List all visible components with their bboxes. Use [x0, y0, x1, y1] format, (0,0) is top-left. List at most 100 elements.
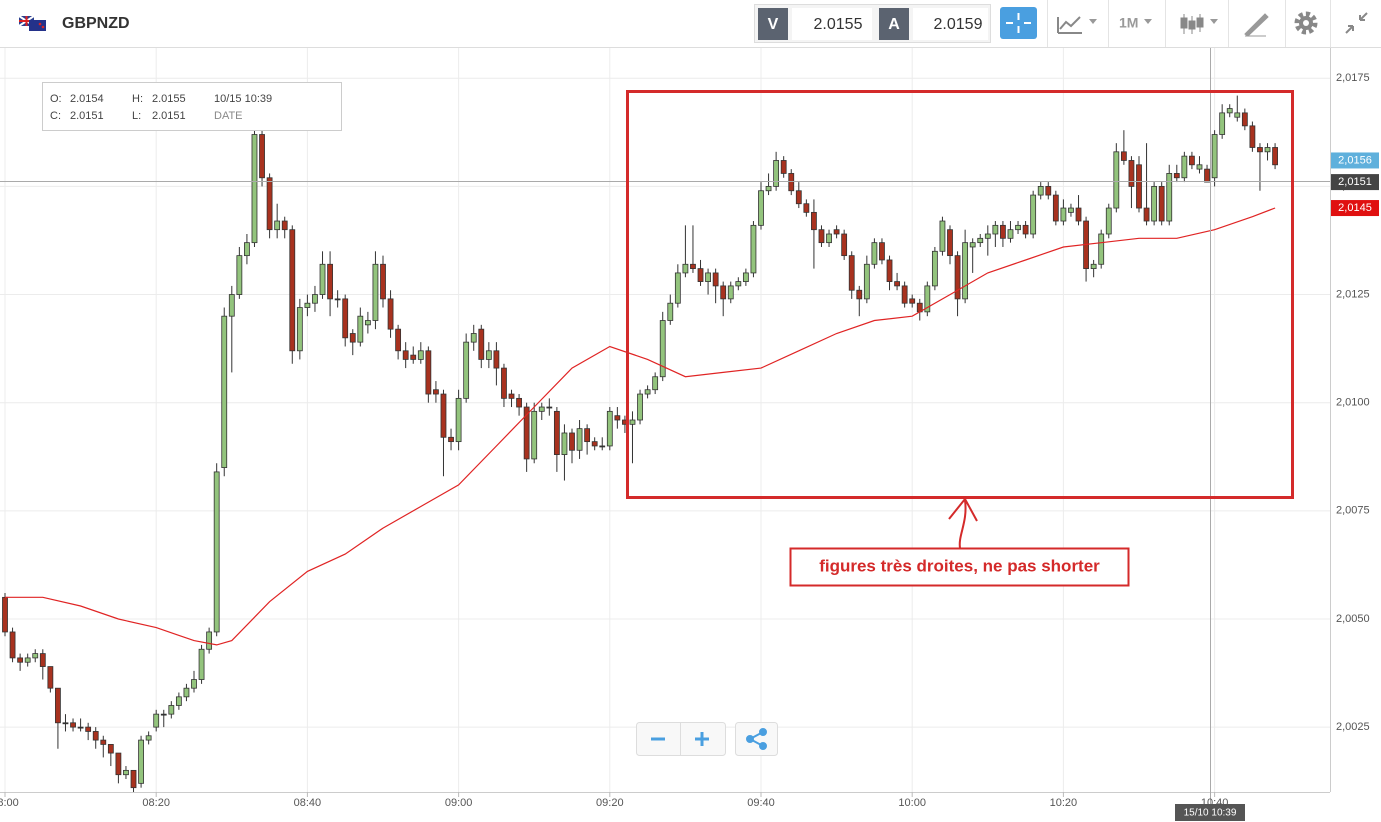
crosshair-time-box — [1175, 804, 1245, 821]
candle-body — [879, 242, 885, 261]
candle-body — [62, 722, 69, 725]
candle-body — [372, 263, 379, 321]
dropdown-arrow — [1089, 19, 1097, 24]
candle-body — [123, 769, 129, 776]
candle-body — [969, 242, 976, 248]
candle-body — [1030, 194, 1037, 235]
candle-body — [516, 397, 522, 408]
x-tick-label: 10:00 — [898, 797, 926, 809]
chart-type-button[interactable] — [1057, 16, 1082, 34]
annotation-text: figures très droites, ne pas shorter — [819, 556, 1100, 575]
crosshair-icon — [1006, 13, 1031, 33]
candle-body — [251, 134, 258, 244]
date-label: DATE — [214, 110, 243, 122]
candle-body — [1257, 147, 1263, 153]
close-value: 2.0151 — [70, 110, 104, 122]
y-tick-label: 2,0125 — [1336, 288, 1370, 300]
candle-body — [894, 281, 900, 287]
candle-body — [236, 255, 243, 295]
candle-body — [425, 350, 432, 395]
ohlc-box: O: 2.0154 H: 2.0155 10/15 10:39 C: 2.015… — [42, 82, 342, 131]
candle-body — [1249, 125, 1256, 148]
candle-body — [788, 173, 795, 192]
share-button[interactable] — [735, 722, 778, 756]
share-icon — [746, 728, 767, 750]
candle-body — [1000, 224, 1006, 239]
x-tick-label: 09:20 — [596, 797, 624, 809]
candle-body — [508, 393, 515, 399]
candle-body — [357, 315, 364, 343]
candle-body — [538, 406, 545, 412]
candle-body — [395, 328, 402, 352]
bid-field — [792, 8, 872, 40]
y-tick-label: 2,0075 — [1336, 505, 1370, 517]
crosshair-time: 15/10 10:39 — [1184, 808, 1237, 819]
candle-body — [939, 220, 946, 252]
low-label: L: — [132, 110, 141, 122]
candle-body — [312, 294, 318, 304]
candle-body — [1241, 112, 1248, 127]
candle-body — [1045, 186, 1052, 196]
axes: 2,00252,00502,00752,01002,01252,01502,01… — [0, 72, 1379, 809]
bid-button[interactable] — [758, 8, 788, 40]
candle-body — [1211, 134, 1218, 179]
icon-body — [1196, 17, 1204, 28]
candle-body — [47, 666, 54, 689]
candle-body — [1022, 224, 1029, 235]
candle-body — [962, 242, 969, 300]
candle-body — [629, 419, 636, 425]
candle-body — [818, 229, 825, 244]
candle-body — [32, 653, 39, 659]
zoom-in-button[interactable] — [695, 732, 709, 746]
draw-button[interactable] — [1244, 13, 1269, 37]
candle-body — [1075, 207, 1082, 222]
timeframe-button[interactable]: 1M — [1119, 15, 1138, 31]
candle-body — [546, 406, 553, 409]
candle-body — [553, 410, 560, 456]
candle-body — [1090, 263, 1097, 270]
candle-body — [2, 596, 8, 633]
ask-button[interactable] — [879, 8, 909, 40]
candle-body — [758, 190, 764, 226]
candle-body — [92, 731, 99, 741]
candle-body — [213, 471, 220, 633]
candle-body — [364, 320, 371, 326]
price-label: 2,0151 — [1338, 176, 1372, 188]
candle-body — [637, 393, 643, 421]
candle-body — [871, 242, 878, 265]
candle-body — [281, 220, 288, 231]
ask-label: A — [888, 16, 900, 33]
highlight-box — [626, 90, 1294, 499]
candle-body — [24, 657, 31, 663]
candle-body — [742, 272, 749, 282]
candle-body — [153, 713, 160, 728]
x-tick-label: 09:00 — [445, 797, 473, 809]
collapse-button[interactable] — [1345, 12, 1368, 34]
candle-body — [319, 263, 326, 295]
candle-body — [591, 441, 598, 447]
settings-button[interactable] — [1294, 11, 1318, 35]
candle-body — [1173, 173, 1180, 179]
candle-body — [349, 333, 356, 343]
x-tick-label: 09:40 — [747, 797, 775, 809]
x-tick-label: 08:40 — [294, 797, 322, 809]
icon-body — [1188, 20, 1196, 30]
crosshair-button[interactable] — [1000, 7, 1037, 39]
candle-body — [206, 631, 213, 650]
candle-body — [1105, 207, 1112, 235]
price-label-box — [1331, 152, 1379, 169]
y-tick-label: 2,0050 — [1336, 613, 1370, 625]
candle-body — [856, 289, 863, 300]
candle-body — [145, 735, 152, 741]
candle-body — [811, 211, 817, 231]
candle-body — [327, 263, 333, 300]
candle-body — [644, 389, 651, 395]
candle-body — [334, 298, 341, 301]
candle-body — [523, 406, 530, 460]
candle-type-button[interactable] — [1180, 14, 1204, 34]
candle-body — [402, 350, 409, 360]
flag-icon — [18, 15, 46, 31]
candle-body — [448, 436, 454, 443]
x-tick-label: 10:20 — [1050, 797, 1078, 809]
candle-body — [493, 350, 500, 369]
